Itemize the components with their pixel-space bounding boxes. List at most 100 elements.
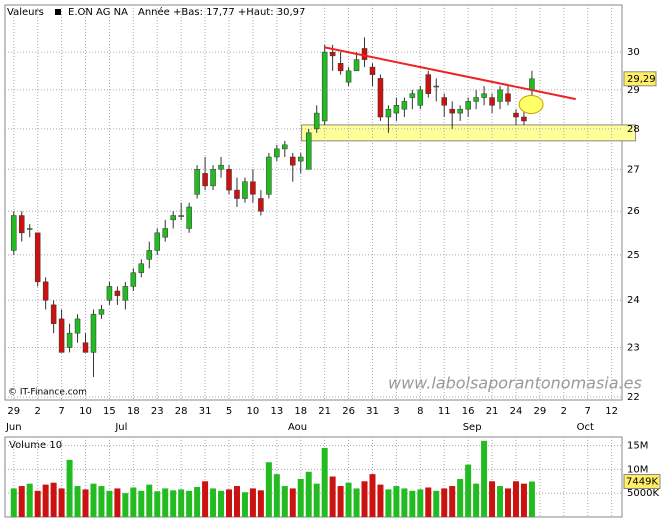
volume-bar <box>26 483 33 517</box>
volume-bar <box>473 483 480 517</box>
volume-bar <box>321 447 328 517</box>
candle-body <box>170 215 176 221</box>
volume-bar <box>425 487 432 517</box>
x-tick-label: 18 <box>127 406 140 417</box>
candle-body <box>178 215 184 217</box>
candle-body <box>18 215 25 234</box>
volume-bar <box>74 486 81 517</box>
month-label: Oct <box>577 422 594 433</box>
highlight-circle <box>518 95 544 115</box>
last-price-box <box>623 71 657 87</box>
x-tick-label: 5 <box>226 406 232 417</box>
x-tick-label: 21 <box>318 406 331 417</box>
volume-bar <box>218 490 225 517</box>
trendline <box>324 46 576 101</box>
y-tick-label: 26 <box>627 206 640 217</box>
candle-body <box>218 164 224 170</box>
month-label: Jul <box>114 422 127 433</box>
candle-body <box>66 332 73 348</box>
y-tick-label: 10M <box>627 464 648 475</box>
x-tick-label: 10 <box>79 406 92 417</box>
candle-body <box>130 272 137 287</box>
volume-bar <box>114 488 121 517</box>
candle-body <box>154 232 161 251</box>
x-tick-label: 31 <box>199 406 212 417</box>
volume-bar <box>329 476 336 517</box>
candle-body <box>329 51 336 57</box>
candle-body <box>361 48 368 60</box>
last-price-label: 29,29 <box>627 74 656 85</box>
candle-body <box>162 228 168 238</box>
candle-body <box>258 198 264 212</box>
volume-bar <box>305 471 312 517</box>
candle-body <box>106 286 113 301</box>
volume-bar <box>42 484 49 517</box>
candle-body <box>433 85 440 88</box>
y-tick-label: 29 <box>627 85 640 96</box>
volume-bar <box>178 489 185 517</box>
candle-body <box>34 232 41 283</box>
volume-bar <box>289 488 296 517</box>
volume-bar <box>249 488 256 517</box>
x-tick-label: 31 <box>366 406 379 417</box>
volume-bar <box>226 489 233 517</box>
volume-bar <box>409 490 416 517</box>
month-label: Sep <box>463 422 482 433</box>
candle-body <box>497 89 503 102</box>
last-volume-label: 7449K <box>626 477 658 488</box>
month-label: Aou <box>288 422 307 433</box>
x-tick-label: 21 <box>486 406 499 417</box>
candle-body <box>521 116 527 122</box>
volume-bar <box>58 488 65 517</box>
x-tick-label: 16 <box>462 406 475 417</box>
candle-body <box>393 105 400 114</box>
y-tick-label: 27 <box>627 164 640 175</box>
candle-body <box>489 97 495 106</box>
candle-body <box>305 132 312 170</box>
volume-bar <box>337 486 344 517</box>
volume-bar <box>146 484 153 517</box>
volume-bar <box>385 489 392 517</box>
volume-bar <box>257 490 264 517</box>
candle-body <box>481 93 487 98</box>
x-tick-label: 28 <box>175 406 188 417</box>
volume-bar <box>489 481 496 517</box>
volume-bar <box>281 486 288 517</box>
volume-bar <box>369 474 376 517</box>
x-tick-label: 29 <box>534 406 547 417</box>
x-tick-label: 7 <box>58 406 64 417</box>
x-tick-label: 10 <box>247 406 260 417</box>
candle-body <box>441 97 447 106</box>
volume-bar <box>449 486 456 517</box>
candle-body <box>98 309 105 315</box>
candle-body <box>337 63 344 72</box>
y-tick-label: 23 <box>627 343 640 354</box>
month-label: Jun <box>5 422 22 433</box>
volume-bar <box>34 490 41 517</box>
candle-body <box>353 59 360 72</box>
volume-bar <box>297 478 304 517</box>
instrument: E.ON AG NA <box>68 7 128 18</box>
volume-bar <box>393 486 400 517</box>
volume-bar <box>50 482 57 517</box>
candle-body <box>505 93 511 102</box>
candle-body <box>82 342 89 353</box>
last-volume-box <box>623 474 661 490</box>
volume-panel <box>4 436 623 518</box>
candle-body <box>266 156 272 195</box>
support-band <box>301 124 637 142</box>
watermark: www.labolsaporantonomasia.es <box>388 374 642 393</box>
x-tick-label: 3 <box>393 406 399 417</box>
y-tick-label: 5000K <box>627 488 659 499</box>
candle-body <box>345 70 352 83</box>
volume-bar <box>433 490 440 517</box>
x-tick-label: 24 <box>510 406 523 417</box>
copyright: © IT-Finance.com <box>8 388 87 398</box>
y-tick-label: 25 <box>627 250 640 261</box>
candle-body <box>42 281 49 301</box>
volume-bar <box>154 491 161 517</box>
candle-body <box>369 66 376 75</box>
candle-body <box>409 93 416 98</box>
candle-body <box>425 74 432 94</box>
